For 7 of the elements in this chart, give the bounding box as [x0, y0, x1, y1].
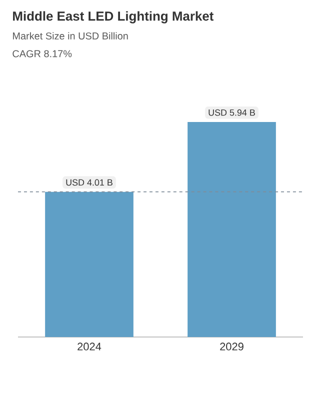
data-label: USD 5.94 B	[208, 109, 255, 116]
x-tick-label: 2029	[220, 342, 244, 350]
x-tick-label: 2024	[78, 342, 102, 350]
text: CAGR 8.17%	[12, 50, 72, 58]
data-label: USD 4.01 B	[66, 179, 112, 186]
chart-title: Middle East LED Lighting Market	[13, 11, 214, 24]
chart-subtitle: Market Size in USD Billion	[13, 32, 128, 40]
